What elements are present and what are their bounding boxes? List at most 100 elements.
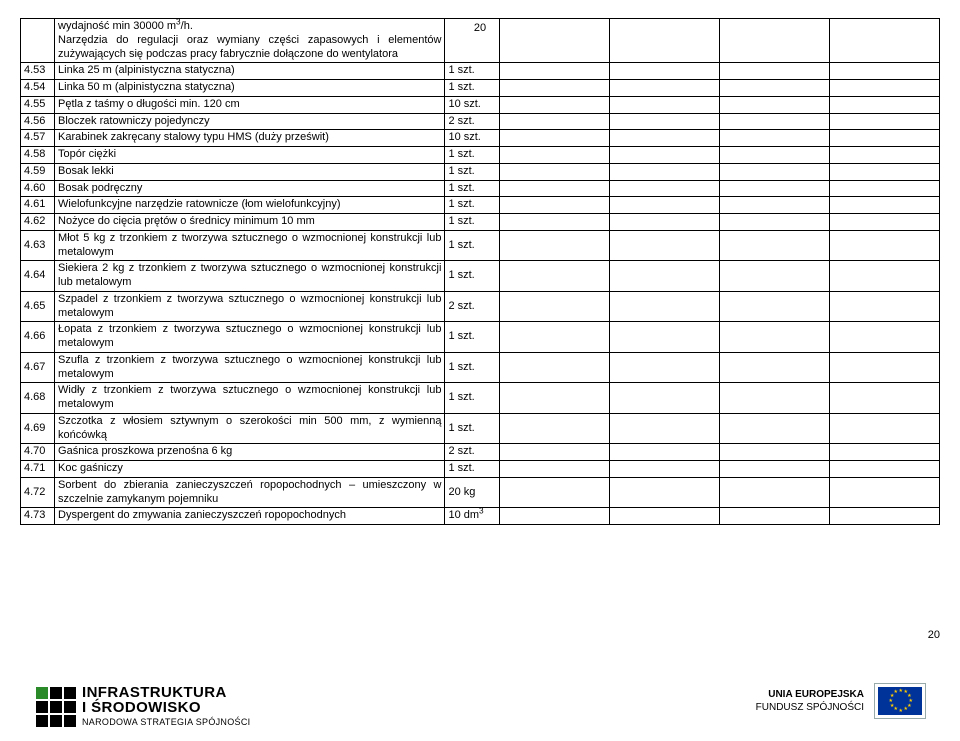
footer-right-eu: UNIA EUROPEJSKA FUNDUSZ SPÓJNOŚCI ★★★★★★… [756,683,926,719]
row-description: Linka 50 m (alpinistyczna statyczna) [55,80,445,97]
row-description: Siekiera 2 kg z trzonkiem z tworzywa szt… [55,261,445,292]
empty-cell [829,444,939,461]
empty-cell [609,96,719,113]
empty-cell [499,130,609,147]
table-row: 4.72Sorbent do zbierania zanieczyszczeń … [21,477,940,508]
empty-cell [499,80,609,97]
empty-cell [499,477,609,508]
row-quantity: 1 szt. [445,147,499,164]
empty-cell [829,80,939,97]
empty-cell [499,113,609,130]
row-number: 4.70 [21,444,55,461]
row-quantity: 10 szt. [445,130,499,147]
eu-flag-icon: ★★★★★★★★★★★★ [874,683,926,719]
row-number: 4.73 [21,508,55,525]
row-description: Nożyce do cięcia prętów o średnicy minim… [55,214,445,231]
row-quantity: 10 dm3 [445,508,499,525]
empty-cell [719,261,829,292]
row-quantity [445,19,499,63]
empty-cell [829,291,939,322]
empty-cell [829,19,939,63]
empty-cell [719,291,829,322]
empty-cell [499,230,609,261]
empty-cell [719,477,829,508]
empty-cell [719,113,829,130]
empty-cell [499,19,609,63]
empty-cell [499,147,609,164]
empty-cell [499,163,609,180]
empty-cell [609,130,719,147]
empty-cell [719,80,829,97]
empty-cell [499,197,609,214]
row-quantity: 1 szt. [445,461,499,478]
table-row: 4.58Topór ciężki1 szt. [21,147,940,164]
eu-text: UNIA EUROPEJSKA FUNDUSZ SPÓJNOŚCI [756,688,864,714]
row-number: 4.56 [21,113,55,130]
empty-cell [829,130,939,147]
row-number: 4.57 [21,130,55,147]
row-number: 4.53 [21,63,55,80]
empty-cell [719,508,829,525]
table-row: 4.71Koc gaśniczy1 szt. [21,461,940,478]
equipment-table: wydajność min 30000 m3/h.Narzędzia do re… [20,18,940,525]
row-description: Widły z trzonkiem z tworzywa sztucznego … [55,383,445,414]
empty-cell [499,352,609,383]
empty-cell [499,444,609,461]
row-number: 4.54 [21,80,55,97]
table-row: 4.59Bosak lekki1 szt. [21,163,940,180]
table-row: 4.61Wielofunkcyjne narzędzie ratownicze … [21,197,940,214]
table-row: 4.55Pętla z taśmy o długości min. 120 cm… [21,96,940,113]
page-number-top: 20 [474,22,486,34]
table-row: 4.67Szufla z trzonkiem z tworzywa sztucz… [21,352,940,383]
row-quantity: 1 szt. [445,230,499,261]
row-quantity: 1 szt. [445,180,499,197]
empty-cell [829,147,939,164]
empty-cell [829,180,939,197]
empty-cell [609,461,719,478]
row-quantity: 20 kg [445,477,499,508]
table-row: 4.53Linka 25 m (alpinistyczna statyczna)… [21,63,940,80]
table-row: 4.60Bosak podręczny1 szt. [21,180,940,197]
row-quantity: 1 szt. [445,80,499,97]
empty-cell [829,383,939,414]
table-row: 4.68Widły z trzonkiem z tworzywa sztuczn… [21,383,940,414]
table-row: 4.63Młot 5 kg z trzonkiem z tworzywa szt… [21,230,940,261]
row-number: 4.69 [21,413,55,444]
empty-cell [609,413,719,444]
empty-cell [829,352,939,383]
row-quantity: 2 szt. [445,291,499,322]
row-description: Bloczek ratowniczy pojedynczy [55,113,445,130]
footer-left-logo: INFRASTRUKTURA I ŚRODOWISKO NARODOWA STR… [36,685,250,727]
row-number: 4.63 [21,230,55,261]
table-row: 4.69Szczotka z włosiem sztywnym o szerok… [21,413,940,444]
empty-cell [719,19,829,63]
row-description: Karabinek zakręcany stalowy typu HMS (du… [55,130,445,147]
row-quantity: 2 szt. [445,444,499,461]
row-description: Bosak lekki [55,163,445,180]
ie-title-1: INFRASTRUKTURA [82,685,250,700]
empty-cell [719,322,829,353]
ie-logo-text: INFRASTRUKTURA I ŚRODOWISKO NARODOWA STR… [82,685,250,727]
row-quantity: 1 szt. [445,214,499,231]
row-description: Dyspergent do zmywania zanieczyszczeń ro… [55,508,445,525]
row-description: Topór ciężki [55,147,445,164]
row-quantity: 1 szt. [445,352,499,383]
empty-cell [499,96,609,113]
row-description: Gaśnica proszkowa przenośna 6 kg [55,444,445,461]
empty-cell [609,214,719,231]
empty-cell [719,383,829,414]
empty-cell [829,413,939,444]
table-row: 4.70Gaśnica proszkowa przenośna 6 kg2 sz… [21,444,940,461]
empty-cell [829,477,939,508]
empty-cell [499,214,609,231]
empty-cell [719,180,829,197]
table-row: 4.62Nożyce do cięcia prętów o średnicy m… [21,214,940,231]
empty-cell [609,477,719,508]
table-row: 4.65Szpadel z trzonkiem z tworzywa sztuc… [21,291,940,322]
empty-cell [829,461,939,478]
row-number: 4.65 [21,291,55,322]
empty-cell [609,261,719,292]
empty-cell [499,261,609,292]
empty-cell [609,508,719,525]
empty-cell [829,197,939,214]
